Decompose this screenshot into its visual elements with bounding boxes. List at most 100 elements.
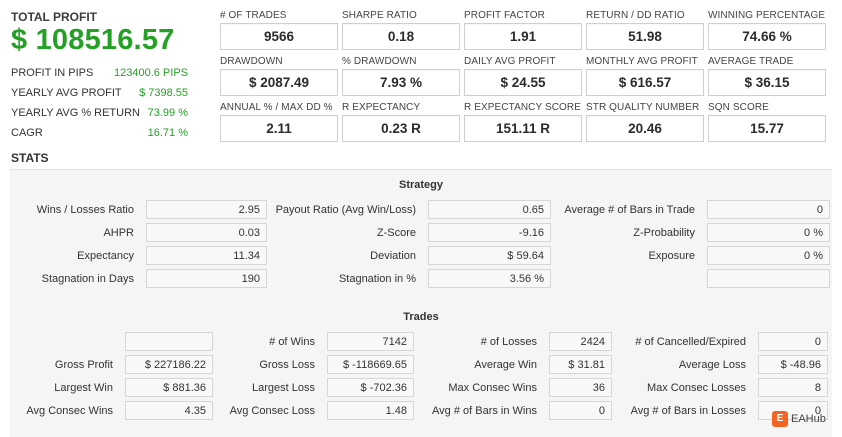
metric-return-dd-ratio: RETURN / DD RATIO 51.98 (586, 10, 704, 50)
strategy-value: 0.03 (146, 223, 267, 242)
strategy-section-title: Strategy (398, 179, 444, 191)
strategy-label: Wins / Losses Ratio (36, 204, 134, 216)
strategy-value: -9.16 (428, 223, 551, 242)
strategy-label: Stagnation in % (338, 273, 416, 285)
metric-value: 151.11 R (464, 115, 582, 142)
trades-label: Largest Loss (252, 382, 315, 394)
strategy-value-empty (707, 269, 830, 288)
metric-value: 51.98 (586, 23, 704, 50)
strategy-value: 0 % (707, 246, 830, 265)
trades-label: # of Cancelled/Expired (635, 336, 746, 348)
profit-in-pips-value: 123400.6 PIPS (113, 67, 188, 79)
cagr-value: 16.71 % (147, 127, 188, 139)
yearly-avg-profit-label: YEARLY AVG PROFIT (11, 87, 122, 99)
metric-value: 2.11 (220, 115, 338, 142)
trades-label: # of Wins (269, 336, 315, 348)
metric-label: MONTHLY AVG PROFIT (586, 56, 698, 67)
metric-label: % DRAWDOWN (342, 56, 417, 67)
trades-label: Avg Consec Wins (26, 405, 113, 417)
trades-value: $ 31.81 (549, 355, 612, 374)
strategy-value: 0 % (707, 223, 830, 242)
trades-value: 8 (758, 378, 828, 397)
strategy-label: Average # of Bars in Trade (564, 204, 695, 216)
metric-percent-drawdown: % DRAWDOWN 7.93 % (342, 56, 460, 96)
total-profit-label: TOTAL PROFIT (11, 10, 97, 24)
metric-label: ANNUAL % / MAX DD % (220, 102, 333, 113)
profit-in-pips-label: PROFIT IN PIPS (11, 67, 94, 79)
metric-value: $ 24.55 (464, 69, 582, 96)
strategy-label: AHPR (103, 227, 134, 239)
metric-value: $ 2087.49 (220, 69, 338, 96)
eahub-watermark: E EAHub (772, 411, 826, 427)
strategy-label: Expectancy (77, 250, 134, 262)
metric-value: 0.18 (342, 23, 460, 50)
strategy-label: Z-Score (376, 227, 416, 239)
metric-daily-avg-profit: DAILY AVG PROFIT $ 24.55 (464, 56, 582, 96)
metric-value: 0.23 R (342, 115, 460, 142)
metric-r-expectancy: R EXPECTANCY 0.23 R (342, 102, 460, 142)
metric-profit-factor: PROFIT FACTOR 1.91 (464, 10, 582, 50)
yearly-avg-return-row: YEARLY AVG % RETURN 73.99 % (11, 107, 188, 119)
trades-label: Gross Profit (54, 359, 113, 371)
trades-value: 0 (549, 401, 612, 420)
trades-label: Largest Win (54, 382, 113, 394)
trades-value: 0 (758, 332, 828, 351)
metric-label: DRAWDOWN (220, 56, 283, 67)
trades-value: 1.48 (327, 401, 414, 420)
metric-average-trade: AVERAGE TRADE $ 36.15 (708, 56, 826, 96)
metric-label: AVERAGE TRADE (708, 56, 794, 67)
strategy-value: $ 59.64 (428, 246, 551, 265)
strategy-label: Stagnation in Days (41, 273, 134, 285)
trades-value: $ -48.96 (758, 355, 828, 374)
trades-section-title: Trades (403, 311, 439, 323)
yearly-avg-return-label: YEARLY AVG % RETURN (11, 107, 140, 119)
trades-value: 36 (549, 378, 612, 397)
trades-label: Avg # of Bars in Wins (432, 405, 537, 417)
strategy-value: 0 (707, 200, 830, 219)
metric-value: 20.46 (586, 115, 704, 142)
trades-value: 4.35 (125, 401, 213, 420)
metric-label: SQN SCORE (708, 102, 769, 113)
trades-value: $ -702.36 (327, 378, 414, 397)
yearly-avg-profit-row: YEARLY AVG PROFIT $ 7398.55 (11, 87, 188, 99)
total-profit-value: $ 108516.57 (11, 24, 175, 56)
metric-value: 74.66 % (708, 23, 826, 50)
metric-r-expectancy-score: R EXPECTANCY SCORE 151.11 R (464, 102, 582, 142)
trades-label: Max Consec Wins (448, 382, 537, 394)
metric-label: DAILY AVG PROFIT (464, 56, 556, 67)
metric-sharpe-ratio: SHARPE RATIO 0.18 (342, 10, 460, 50)
stats-title: STATS (11, 151, 49, 165)
strategy-label: Deviation (370, 250, 416, 262)
strategy-value: 11.34 (146, 246, 267, 265)
metric-label: R EXPECTANCY SCORE (464, 102, 582, 113)
yearly-avg-profit-value: $ 7398.55 (139, 87, 188, 99)
metric-value: 15.77 (708, 115, 826, 142)
trades-value: $ 227186.22 (125, 355, 213, 374)
trades-label: # of Losses (480, 336, 537, 348)
cagr-row: CAGR 16.71 % (11, 127, 188, 139)
metric-value: $ 36.15 (708, 69, 826, 96)
trades-value: 7142 (327, 332, 414, 351)
profit-in-pips-row: PROFIT IN PIPS 123400.6 PIPS (11, 67, 188, 79)
metric-label: PROFIT FACTOR (464, 10, 545, 21)
strategy-value: 3.56 % (428, 269, 551, 288)
trades-label: Avg # of Bars in Losses (630, 405, 746, 417)
strategy-label: Z-Probability (633, 227, 695, 239)
trades-label: Max Consec Losses (646, 382, 746, 394)
trades-label: Average Win (474, 359, 537, 371)
metric-monthly-avg-profit: MONTHLY AVG PROFIT $ 616.57 (586, 56, 704, 96)
trades-label: Gross Loss (259, 359, 315, 371)
strategy-label: Payout Ratio (Avg Win/Loss) (275, 204, 416, 216)
metric-winning-percentage: WINNING PERCENTAGE 74.66 % (708, 10, 826, 50)
metric-label: SHARPE RATIO (342, 10, 417, 21)
trades-value: $ -118669.65 (327, 355, 414, 374)
metric-value: 1.91 (464, 23, 582, 50)
metric-sqn-score: SQN SCORE 15.77 (708, 102, 826, 142)
metric-value: 9566 (220, 23, 338, 50)
metric-str-quality-number: STR QUALITY NUMBER 20.46 (586, 102, 704, 142)
strategy-value: 2.95 (146, 200, 267, 219)
metric-annual-max-dd: ANNUAL % / MAX DD % 2.11 (220, 102, 338, 142)
strategy-value: 0.65 (428, 200, 551, 219)
strategy-label: Exposure (648, 250, 695, 262)
cagr-label: CAGR (11, 127, 43, 139)
